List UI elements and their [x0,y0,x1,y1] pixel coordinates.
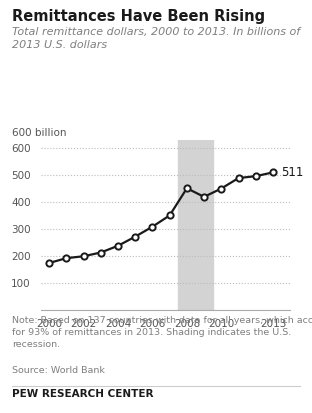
Text: Source: World Bank: Source: World Bank [12,366,105,375]
Text: Note: Based on 137 countries with data for all years, which account
for 93% of r: Note: Based on 137 countries with data f… [12,316,312,349]
Text: Total remittance dollars, 2000 to 2013. In billions of
2013 U.S. dollars: Total remittance dollars, 2000 to 2013. … [12,27,300,50]
Text: 600 billion: 600 billion [12,128,67,138]
Bar [178,140,213,310]
Text: Remittances Have Been Rising: Remittances Have Been Rising [12,9,266,24]
Text: PEW RESEARCH CENTER: PEW RESEARCH CENTER [12,389,154,399]
Text: 511: 511 [281,166,304,179]
